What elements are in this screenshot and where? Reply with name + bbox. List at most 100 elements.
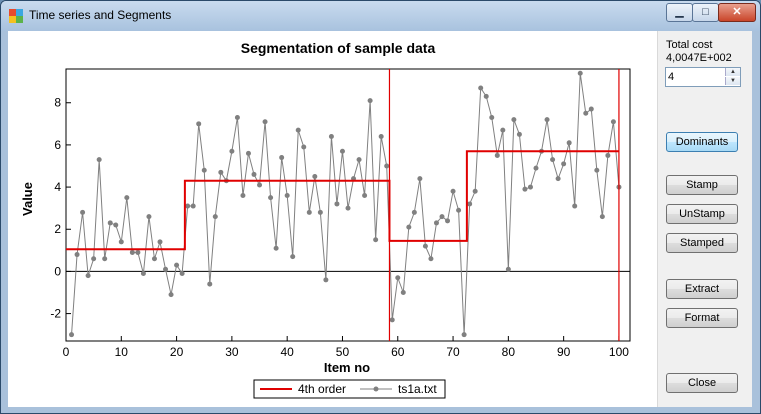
- total-cost-label: Total cost: [666, 39, 713, 51]
- ts1a-point: [406, 224, 412, 230]
- unstamp-button[interactable]: UnStamp: [666, 204, 738, 224]
- window-title: Time series and Segments: [29, 8, 172, 22]
- ts1a-point: [85, 273, 91, 279]
- ts1a-point: [489, 114, 495, 120]
- ts1a-point: [212, 214, 218, 220]
- ts1a-point: [207, 281, 213, 287]
- ts1a-point: [422, 243, 428, 249]
- ts1a-point: [356, 157, 362, 163]
- ts1a-point: [384, 163, 390, 169]
- title-bar[interactable]: Time series and Segments ▁ □ ✕: [1, 1, 760, 31]
- ts1a-point: [168, 292, 174, 298]
- order-input[interactable]: [668, 69, 724, 84]
- ts1a-point: [478, 85, 484, 91]
- stamp-button[interactable]: Stamp: [666, 175, 738, 195]
- ts1a-point: [367, 98, 373, 104]
- ts1a-point: [522, 186, 528, 192]
- y-tick-label: 2: [54, 222, 61, 236]
- ts1a-point: [583, 110, 589, 116]
- ts1a-point: [129, 249, 135, 255]
- ts1a-point: [268, 195, 274, 201]
- ts1a-point: [312, 174, 318, 180]
- ts1a-point: [140, 271, 146, 277]
- ts1a-point: [190, 203, 196, 209]
- close-button[interactable]: Close: [666, 373, 738, 393]
- stepper-up-button[interactable]: ▲: [725, 68, 740, 76]
- ts1a-point: [323, 277, 329, 283]
- ts1a-point: [373, 237, 379, 243]
- order-stepper[interactable]: ▲ ▼: [665, 67, 741, 87]
- ts1a-point: [500, 127, 506, 133]
- ts1a-point: [433, 220, 439, 226]
- ts1a-point: [378, 133, 384, 139]
- ts1a-point: [505, 266, 511, 272]
- ts1a-point: [445, 218, 451, 224]
- ts1a-point: [279, 155, 285, 161]
- minimize-button[interactable]: ▁: [666, 3, 693, 22]
- legend-marker-ts1a: [373, 386, 379, 392]
- ts1a-point: [411, 209, 417, 215]
- y-tick-label: 6: [54, 138, 61, 152]
- chart-panel: Segmentation of sample data 0 10 20 30 40 50 6…: [8, 31, 658, 407]
- legend-label-4th-order: 4th order: [298, 382, 346, 396]
- x-tick-label: 30: [225, 345, 239, 359]
- dominants-button[interactable]: Dominants: [666, 132, 738, 152]
- ts1a-point: [80, 209, 86, 215]
- ts1a-point: [273, 245, 279, 251]
- ts1a-point: [96, 157, 102, 163]
- ts1a-point: [295, 127, 301, 133]
- ts1a-point: [544, 117, 550, 123]
- extract-button[interactable]: Extract: [666, 279, 738, 299]
- format-button[interactable]: Format: [666, 308, 738, 328]
- ts1a-point: [328, 133, 334, 139]
- ts1a-point: [610, 119, 616, 125]
- ts1a-point: [185, 203, 191, 209]
- ts1a-point: [439, 214, 445, 220]
- ts1a-point: [511, 117, 517, 123]
- close-icon: ✕: [732, 6, 742, 18]
- ts1a-point: [345, 205, 351, 211]
- x-tick-label: 50: [336, 345, 350, 359]
- y-tick-label: 8: [54, 96, 61, 110]
- x-tick-label: 0: [63, 345, 70, 359]
- ts1a-point: [317, 209, 323, 215]
- ts1a-point: [339, 148, 345, 154]
- arrow-up-icon: ▲: [730, 69, 736, 75]
- stepper-down-button[interactable]: ▼: [725, 77, 740, 85]
- app-icon: [9, 9, 23, 23]
- ts1a-point: [494, 152, 500, 158]
- ts1a-point: [284, 193, 290, 199]
- maximize-button[interactable]: □: [692, 3, 719, 22]
- x-tick-label: 10: [115, 345, 129, 359]
- ts1a-point: [151, 256, 157, 262]
- chart-title: Segmentation of sample data: [241, 40, 436, 56]
- ts1a-point: [599, 214, 605, 220]
- close-window-button[interactable]: ✕: [718, 3, 756, 22]
- ts1a-point: [550, 157, 556, 163]
- ts1a-point: [472, 188, 478, 194]
- ts1a-point: [290, 254, 296, 260]
- ts1a-point: [483, 93, 489, 99]
- stamped-button[interactable]: Stamped: [666, 233, 738, 253]
- ts1a-point: [245, 150, 251, 156]
- ts1a-point: [201, 167, 207, 173]
- ts1a-point: [113, 222, 119, 228]
- client-area: Segmentation of sample data 0 10 20 30 40 50 6…: [8, 31, 752, 407]
- ts1a-point: [588, 106, 594, 112]
- ts1a-point: [174, 262, 180, 268]
- ts1a-point: [196, 121, 202, 127]
- maximize-icon: □: [702, 6, 709, 18]
- ts1a-point: [146, 214, 152, 220]
- ts1a-point: [428, 256, 434, 262]
- x-tick-label: 40: [280, 345, 294, 359]
- ts1a-point: [605, 152, 611, 158]
- ts1a-point: [251, 171, 257, 177]
- ts1a-point: [400, 290, 406, 296]
- ts1a-point: [389, 317, 395, 323]
- segmentation-chart: Segmentation of sample data 0 10 20 30 40 50 6…: [20, 40, 631, 399]
- x-tick-label: 90: [557, 345, 571, 359]
- ts1a-point: [218, 169, 224, 175]
- arrow-down-icon: ▼: [730, 78, 736, 84]
- x-tick-label: 100: [609, 345, 629, 359]
